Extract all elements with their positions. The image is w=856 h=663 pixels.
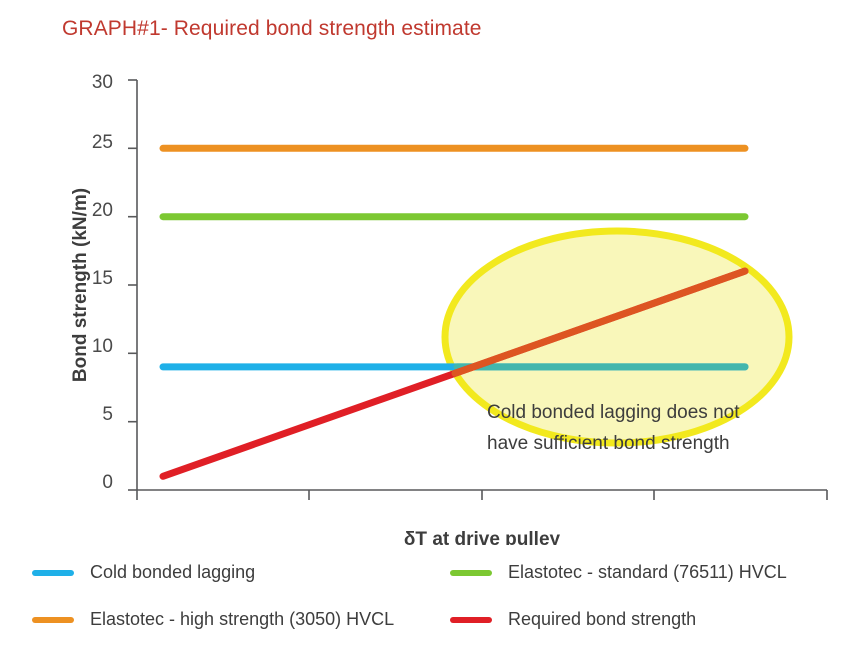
- x-axis-label: δT at drive pulley: [404, 529, 561, 545]
- y-axis-ticks: [128, 79, 137, 491]
- legend-swatch-icon-required-bond-strength: [450, 616, 492, 623]
- y-tick-label-15: 15: [92, 268, 113, 289]
- legend-label-required-bond-strength: Required bond strength: [508, 609, 697, 629]
- annotation-line-2: have sufficient bond strength: [487, 433, 730, 454]
- y-tick-label-25: 25: [92, 132, 113, 153]
- y-tick-label-10: 10: [92, 336, 113, 357]
- legend-item-elastotec-standard[interactable]: Elastotec - standard (76511) HVCL: [450, 562, 787, 583]
- x-axis-ticks: [136, 490, 828, 500]
- annotation-line-1: Cold bonded lagging does not: [487, 402, 740, 423]
- legend-swatch-icon-elastotec-high-strength: [32, 616, 74, 623]
- series-line-required-bond-strength-highlighted: [451, 267, 749, 377]
- legend-item-elastotec-high-strength[interactable]: Elastotec - high strength (3050) HVCL: [32, 609, 394, 630]
- legend-item-cold-bonded-lagging[interactable]: Cold bonded lagging: [32, 562, 255, 583]
- y-tick-label-5: 5: [102, 404, 113, 425]
- chart-legend: Cold bonded lagging Elastotec - high str…: [0, 552, 856, 652]
- y-tick-label-30: 30: [92, 72, 113, 93]
- y-tick-label-0: 0: [102, 472, 113, 493]
- legend-label-cold-bonded-lagging: Cold bonded lagging: [90, 562, 256, 582]
- y-axis-label: Bond strength (kN/m): [70, 188, 91, 382]
- legend-label-elastotec-high-strength: Elastotec - high strength (3050) HVCL: [90, 609, 395, 629]
- chart-title: GRAPH#1- Required bond strength estimate: [62, 17, 482, 40]
- legend-swatch-icon-cold-bonded-lagging: [32, 569, 74, 576]
- plot-area: Bond strength (kN/m) 0 5 10 15 20 25 30: [70, 72, 828, 545]
- legend-item-required-bond-strength[interactable]: Required bond strength: [450, 609, 696, 630]
- legend-label-elastotec-standard: Elastotec - standard (76511) HVCL: [508, 562, 787, 582]
- legend-swatch-icon-elastotec-standard: [450, 569, 492, 576]
- y-tick-label-20: 20: [92, 200, 113, 221]
